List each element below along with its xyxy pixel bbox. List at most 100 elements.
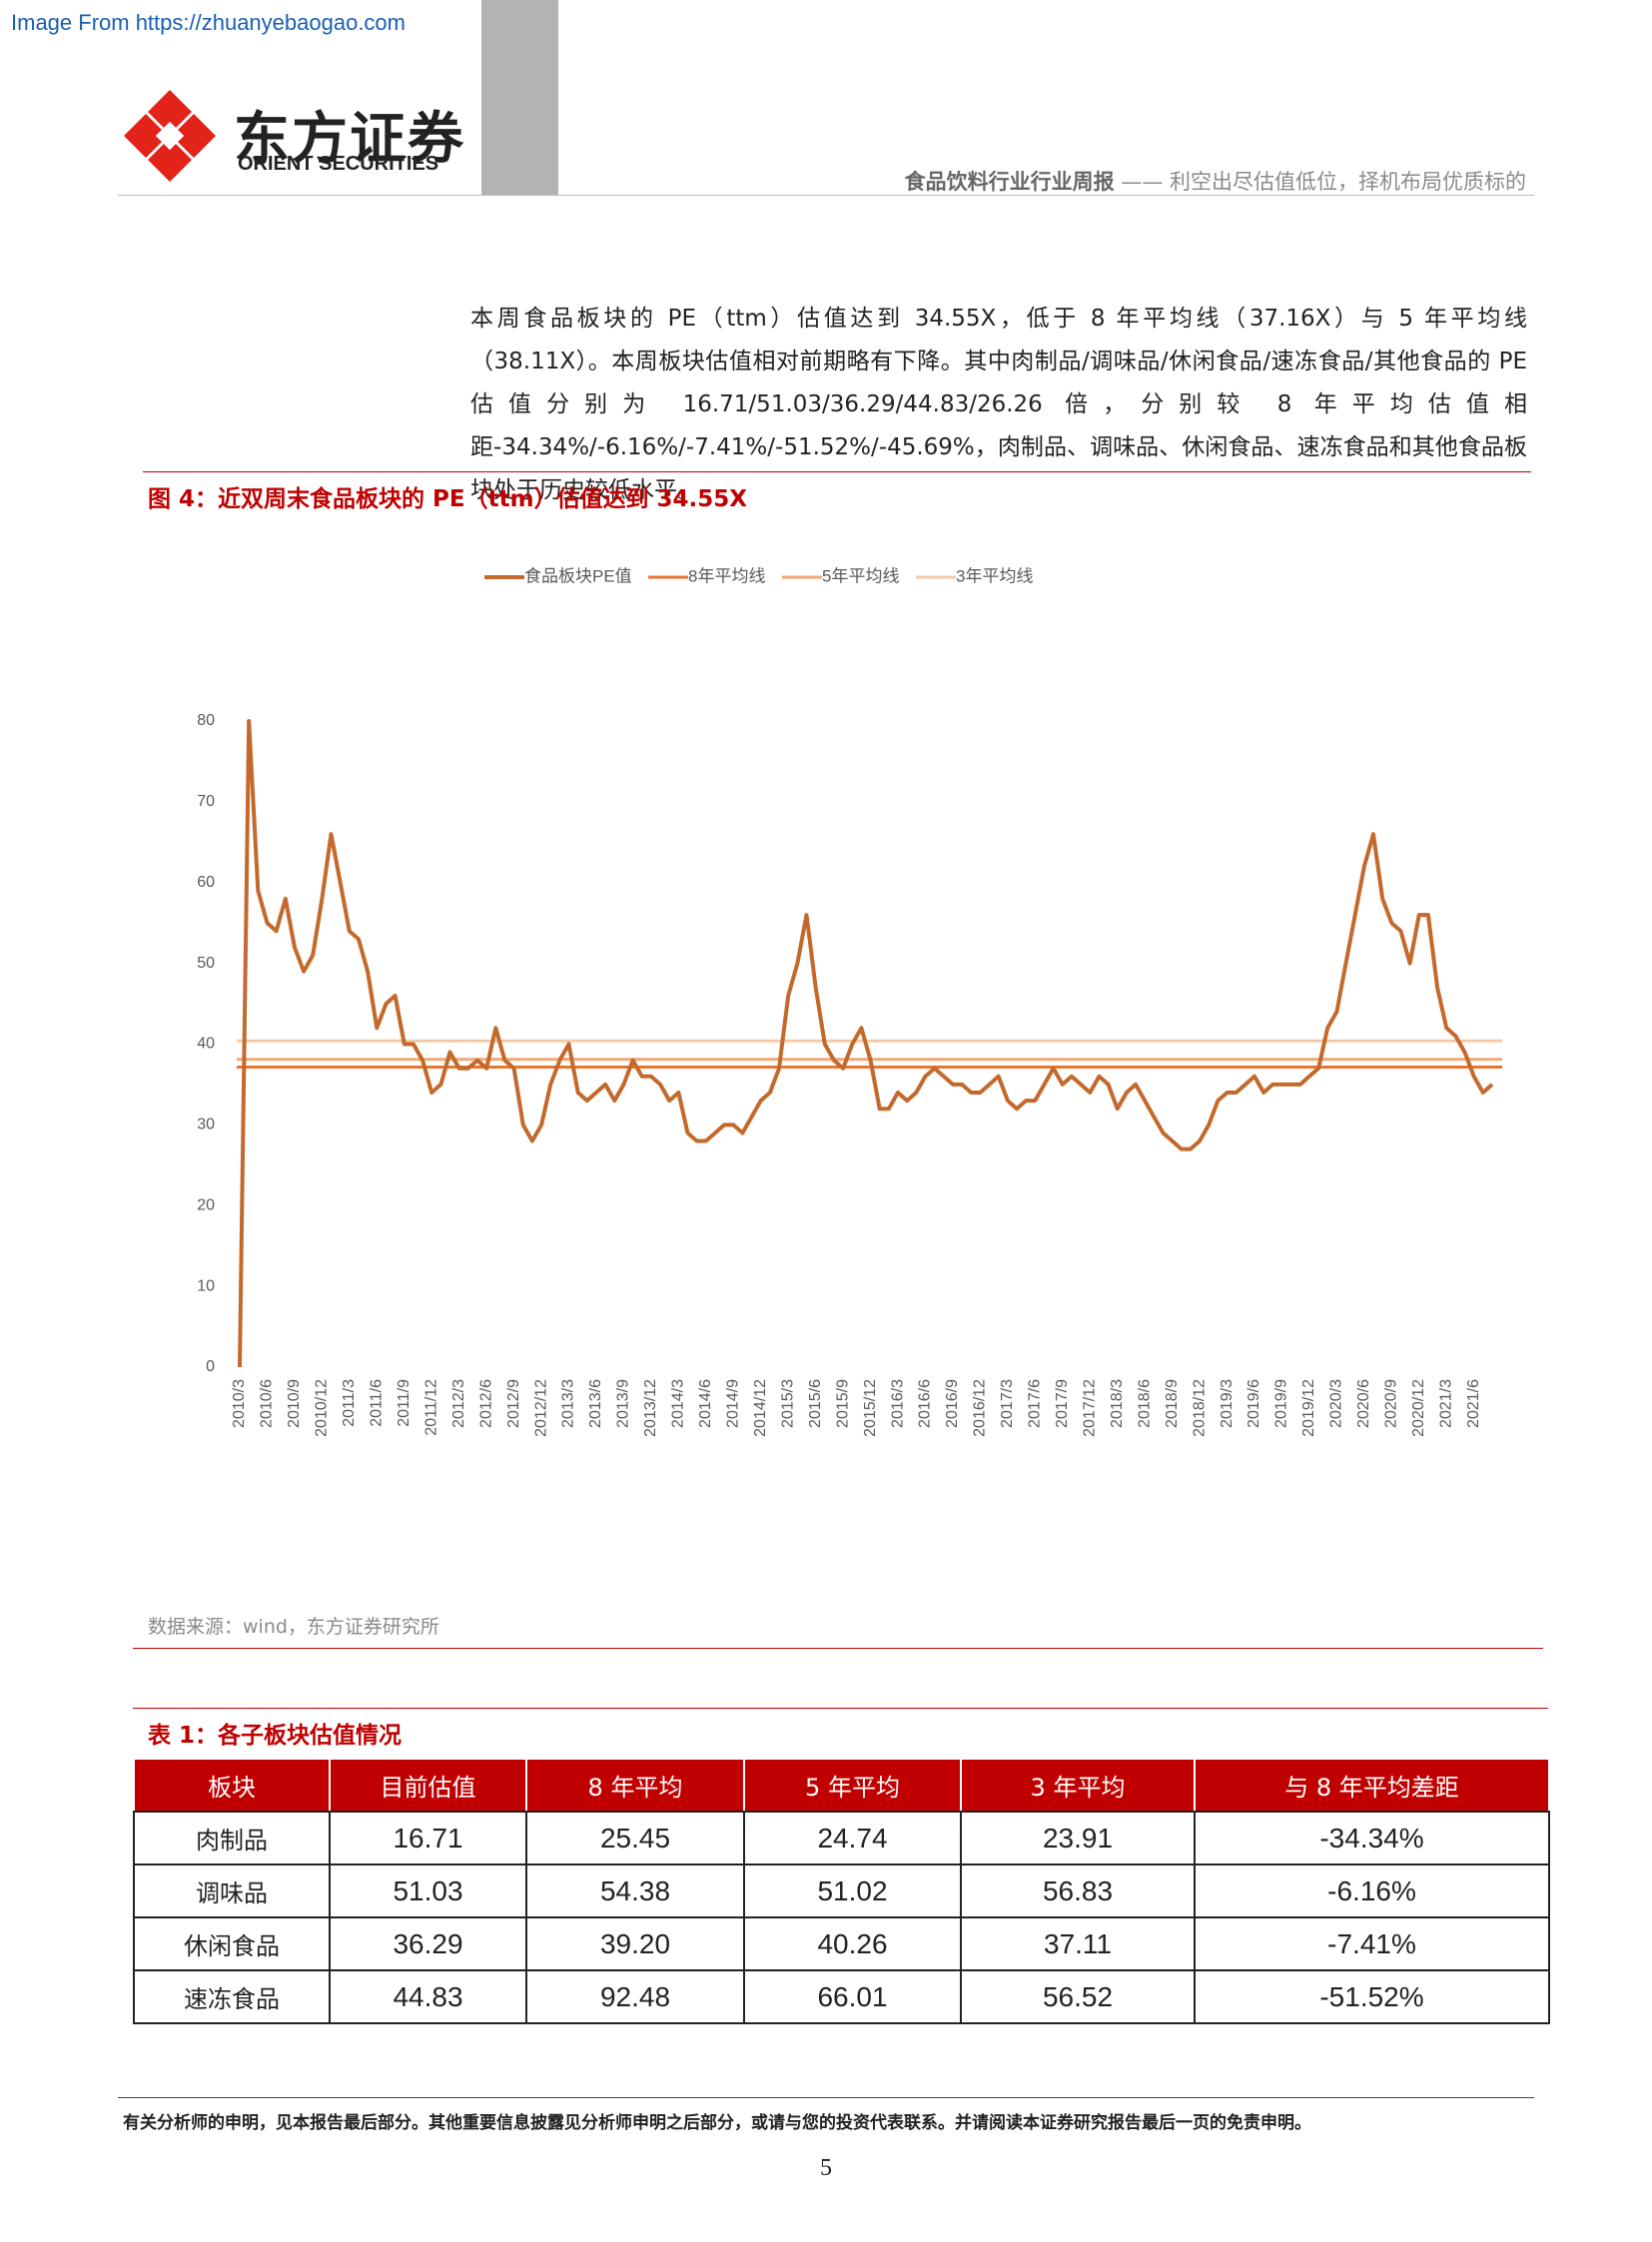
y-tick-label: 50 (197, 955, 215, 972)
x-tick-label: 2011/6 (369, 1379, 386, 1427)
table-cell: 56.52 (960, 1969, 1196, 2024)
x-tick-label: 2010/6 (259, 1379, 276, 1428)
table-cell: 休闲食品 (133, 1916, 331, 1971)
y-tick-label: 30 (197, 1117, 215, 1133)
x-tick-label: 2019/6 (1245, 1379, 1262, 1428)
x-tick-label: 2012/9 (505, 1379, 522, 1428)
table-cell: -34.34% (1194, 1811, 1550, 1866)
y-tick-label: 40 (197, 1036, 215, 1053)
x-tick-label: 2011/9 (396, 1379, 413, 1427)
x-tick-label: 2020/9 (1383, 1379, 1400, 1428)
y-tick-label: 60 (197, 874, 215, 891)
table-row: 速冻食品 44.83 92.48 66.01 56.52 -51.52% (133, 1969, 1550, 2024)
x-tick-label: 2014/6 (697, 1379, 714, 1428)
table-cell: 23.91 (960, 1811, 1196, 1866)
disclaimer: 有关分析师的申明，见本报告最后部分。其他重要信息披露见分析师申明之后部分，或请与… (123, 2113, 1311, 2133)
legend-label: 8年平均线 (688, 566, 765, 585)
x-tick-label: 2020/6 (1355, 1379, 1372, 1428)
table-cell: 25.45 (525, 1811, 745, 1866)
x-tick-label: 2019/9 (1273, 1379, 1290, 1428)
x-tick-label: 2017/9 (1054, 1379, 1071, 1428)
table-cell: 92.48 (525, 1969, 745, 2024)
x-tick-label: 2012/6 (477, 1379, 494, 1428)
table-cell: -51.52% (1194, 1969, 1550, 2024)
x-tick-label: 2017/12 (1081, 1379, 1098, 1437)
chart: 0 10 20 30 40 50 60 70 80 2010/3 2010/6 2010/9 2010/… (197, 566, 1502, 1437)
x-tick-label: 2017/6 (1027, 1379, 1044, 1428)
source-rule (133, 1648, 1543, 1649)
table-cell: 16.71 (329, 1811, 527, 1866)
x-tick-label: 2021/6 (1465, 1379, 1482, 1428)
x-tick-label: 2016/6 (917, 1379, 934, 1428)
caption-rule (143, 471, 1531, 472)
table-caption: 表 1：各子板块估值情况 (148, 1723, 403, 1749)
table-row: 休闲食品 36.29 39.20 40.26 37.11 -7.41% (133, 1916, 1550, 1971)
x-tick-label: 2019/12 (1300, 1379, 1317, 1437)
figure-caption: 图 4：近双周末食品板块的 PE（ttm）估值达到 34.55X (148, 486, 748, 512)
table-cell: 37.11 (960, 1916, 1196, 1971)
x-tick-label: 2015/6 (807, 1379, 824, 1428)
x-tick-label: 2013/6 (587, 1379, 604, 1428)
y-tick-label: 80 (197, 712, 215, 729)
x-tick-label: 2010/12 (314, 1379, 331, 1437)
legend-label: 5年平均线 (822, 566, 899, 585)
header-cell: 3 年平均 (960, 1758, 1196, 1813)
header-cell: 板块 (133, 1758, 331, 1813)
table: 板块 目前估值 8 年平均 5 年平均 3 年平均与 8 年平均差距 肉制品 16.71 25… (133, 1758, 1550, 2024)
table-row: 肉制品 16.71 25.45 24.74 23.91 -34.34% (133, 1811, 1550, 1866)
watermark: Image From https://zhuanyebaogao.com (11, 10, 406, 35)
header-rule (118, 195, 1534, 196)
table-cell: 速冻食品 (133, 1969, 331, 2024)
x-tick-label: 2018/12 (1191, 1379, 1208, 1437)
report-name: 食品饮料行业行业周报 (904, 170, 1115, 194)
figure-source: 数据来源：wind，东方证券研究所 (148, 1616, 439, 1638)
x-tick-label: 2020/12 (1410, 1379, 1427, 1437)
y-tick-label: 20 (197, 1196, 215, 1213)
header-band (481, 0, 558, 195)
header-cell: 与 8 年平均差距 (1194, 1758, 1550, 1813)
table-cell: -6.16% (1194, 1864, 1550, 1918)
x-tick-label: 2018/6 (1136, 1379, 1153, 1428)
x-tick-label: 2016/12 (972, 1379, 989, 1437)
x-tick-label: 2012/12 (532, 1379, 549, 1437)
table-cell: 肉制品 (133, 1811, 331, 1866)
y-tick-label: 10 (197, 1277, 215, 1294)
x-tick-label: 2015/9 (834, 1379, 851, 1428)
table-cell: 44.83 (329, 1969, 527, 2024)
table-cell: 36.29 (329, 1916, 527, 1971)
x-tick-label: 2014/9 (724, 1379, 741, 1428)
header-row: 板块 目前估值 8 年平均 5 年平均 3 年平均与 8 年平均差距 (133, 1758, 1550, 1813)
table-cell: -7.41% (1194, 1916, 1550, 1971)
table-cell: 调味品 (133, 1864, 331, 1918)
table-cell: 24.74 (743, 1811, 962, 1866)
table-cell: 56.83 (960, 1864, 1196, 1918)
y-tick-label: 70 (197, 793, 215, 810)
table-cell: 51.03 (329, 1864, 527, 1918)
table-row: 调味品 51.03 54.38 51.02 56.83 -6.16% (133, 1864, 1550, 1918)
y-tick-label: 0 (206, 1358, 215, 1375)
x-tick-label: 2013/9 (615, 1379, 632, 1428)
x-tick-label: 2018/3 (1109, 1379, 1126, 1428)
x-tick-label: 2013/12 (642, 1379, 659, 1437)
logo-cn: 东方证券 (234, 107, 465, 172)
x-tick-label: 2015/3 (779, 1379, 796, 1428)
x-tick-label: 2016/3 (889, 1379, 906, 1428)
x-tick-label: 2012/3 (450, 1379, 467, 1428)
header-dash: —— (1121, 170, 1164, 194)
table-cell: 40.26 (743, 1916, 962, 1971)
x-tick-label: 2011/3 (341, 1379, 358, 1427)
legend-label: 3年平均线 (956, 566, 1033, 585)
table-cell: 51.02 (743, 1864, 962, 1918)
table-cell: 39.20 (525, 1916, 745, 1971)
x-tick-label: 2018/9 (1164, 1379, 1181, 1428)
x-tick-label: 2015/12 (862, 1379, 879, 1437)
logo-mark (124, 90, 216, 182)
x-tick-label: 2013/3 (560, 1379, 577, 1428)
header-title: 食品饮料行业行业周报 —— 利空出尽估值低位，择机布局优质标的 (905, 166, 1526, 196)
x-tick-label: 2016/9 (944, 1379, 961, 1428)
x-tick-label: 2017/3 (999, 1379, 1016, 1428)
logo-en: ORIENT SECURITIES (238, 153, 439, 175)
x-tick-label: 2010/3 (231, 1379, 248, 1428)
header-cell: 8 年平均 (525, 1758, 745, 1813)
